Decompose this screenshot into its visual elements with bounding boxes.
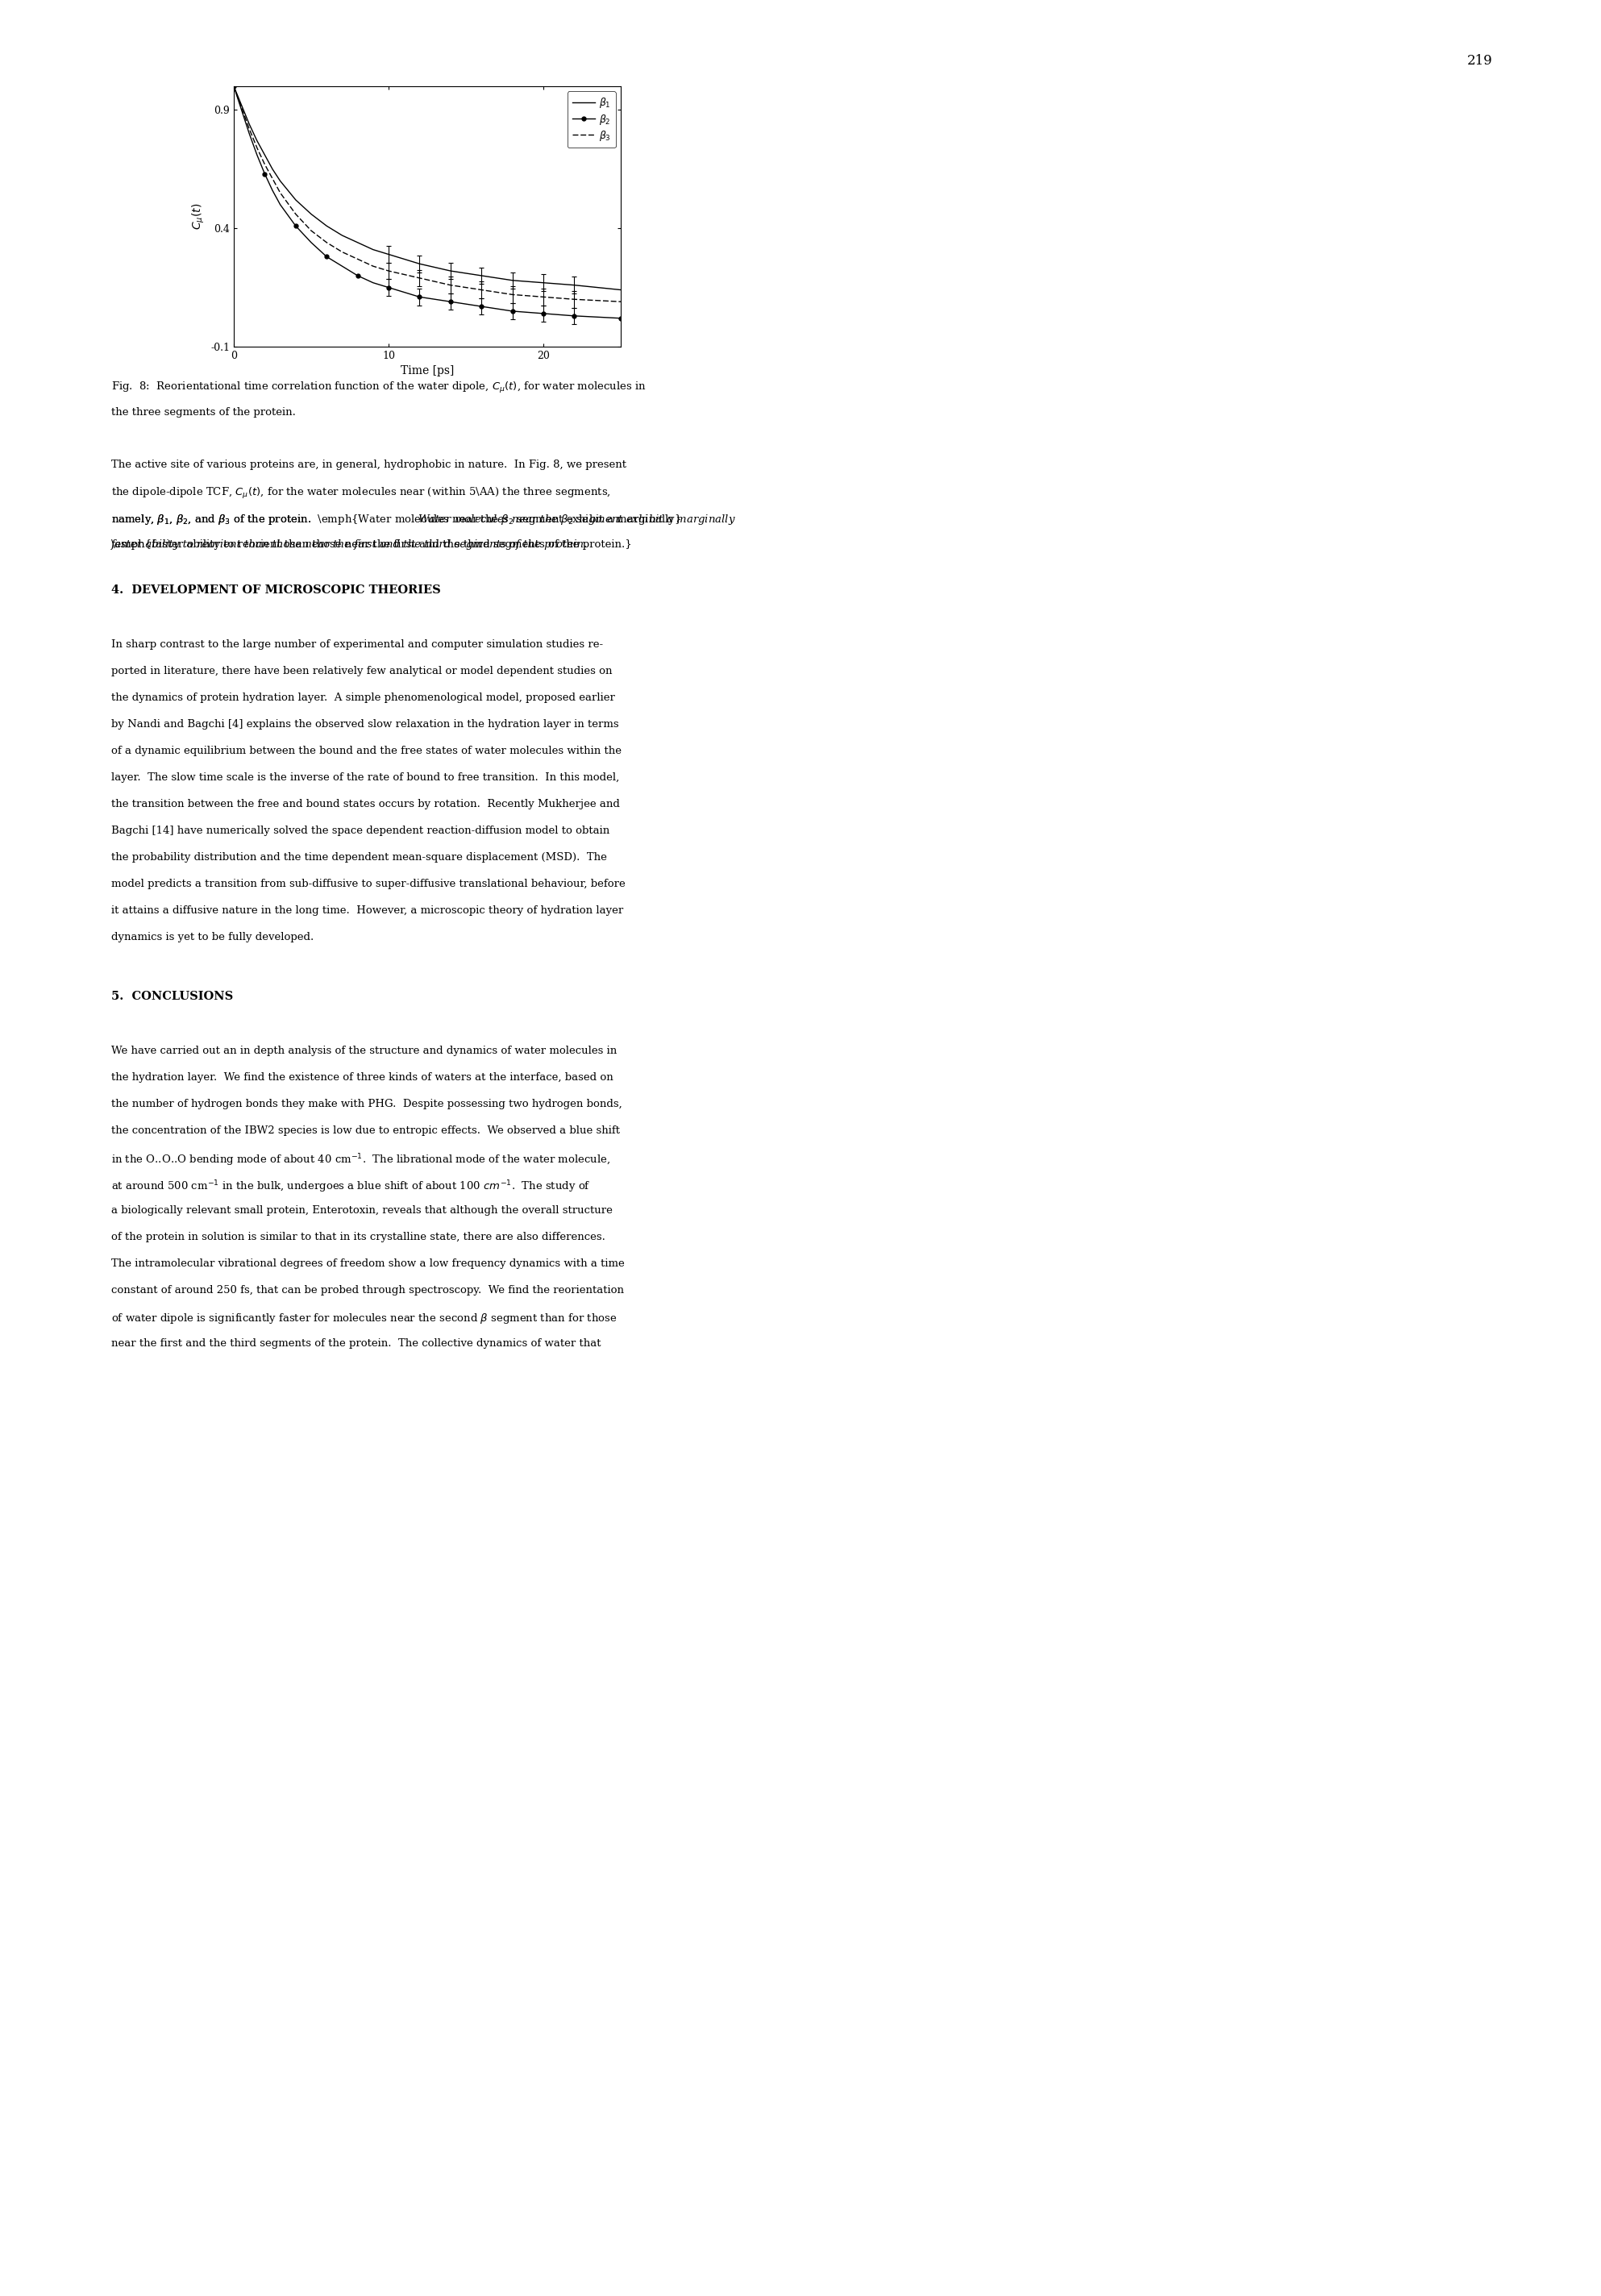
Text: the transition between the free and bound states occurs by rotation.  Recently M: the transition between the free and boun…: [110, 799, 620, 810]
Text: it attains a diffusive nature in the long time.  However, a microscopic theory o: it attains a diffusive nature in the lon…: [110, 905, 623, 916]
Text: the dipole-dipole TCF, $C_{\mu}(t)$, for the water molecules near (within 5\AA) : the dipole-dipole TCF, $C_{\mu}(t)$, for…: [110, 487, 612, 501]
Text: namely, $\beta_1$, $\beta_2$, and $\beta_3$ of the protein.  \emph{Water molecul: namely, $\beta_1$, $\beta_2$, and $\beta…: [110, 512, 682, 526]
Legend: $\beta_1$, $\beta_2$, $\beta_3$: $\beta_1$, $\beta_2$, $\beta_3$: [567, 92, 616, 147]
Text: of water dipole is significantly faster for molecules near the second $\beta$ se: of water dipole is significantly faster …: [110, 1311, 618, 1325]
Text: model predicts a transition from sub-diffusive to super-diffusive translational : model predicts a transition from sub-dif…: [110, 879, 626, 889]
Text: of the protein in solution is similar to that in its crystalline state, there ar: of the protein in solution is similar to…: [110, 1233, 605, 1242]
Text: Fig.  8:  Reorientational time correlation function of the water dipole, $C_{\mu: Fig. 8: Reorientational time correlation…: [110, 381, 647, 395]
Text: We have carried out an in depth analysis of the structure and dynamics of water : We have carried out an in depth analysis…: [110, 1045, 616, 1056]
Text: namely, $\beta_1$, $\beta_2$, and $\beta_3$ of the protein.: namely, $\beta_1$, $\beta_2$, and $\beta…: [110, 512, 315, 526]
Text: The intramolecular vibrational degrees of freedom show a low frequency dynamics : The intramolecular vibrational degrees o…: [110, 1258, 624, 1270]
Text: the probability distribution and the time dependent mean-square displacement (MS: the probability distribution and the tim…: [110, 852, 607, 863]
Text: The active site of various proteins are, in general, hydrophobic in nature.  In : The active site of various proteins are,…: [110, 459, 626, 471]
Text: Water molecules near the $\beta_2$ segment exhibit a marginally: Water molecules near the $\beta_2$ segme…: [418, 512, 736, 526]
Text: constant of around 250 fs, that can be probed through spectroscopy.  We find the: constant of around 250 fs, that can be p…: [110, 1286, 624, 1295]
Text: the three segments of the protein.: the three segments of the protein.: [110, 406, 296, 418]
Text: a biologically relevant small protein, Enterotoxin, reveals that although the ov: a biologically relevant small protein, E…: [110, 1205, 613, 1215]
Y-axis label: $C_\mu(t)$: $C_\mu(t)$: [191, 202, 207, 230]
X-axis label: Time [ps]: Time [ps]: [400, 365, 455, 377]
Text: \emph{faster ability to reorient than those near the first and the third segment: \emph{faster ability to reorient than th…: [110, 540, 632, 549]
Text: 5.  CONCLUSIONS: 5. CONCLUSIONS: [110, 992, 234, 1001]
Text: the number of hydrogen bonds they make with PHG.  Despite possessing two hydroge: the number of hydrogen bonds they make w…: [110, 1100, 623, 1109]
Text: the dynamics of protein hydration layer.  A simple phenomenological model, propo: the dynamics of protein hydration layer.…: [110, 693, 615, 703]
Text: the hydration layer.  We find the existence of three kinds of waters at the inte: the hydration layer. We find the existen…: [110, 1072, 613, 1084]
Text: ported in literature, there have been relatively few analytical or model depende: ported in literature, there have been re…: [110, 666, 612, 677]
Text: in the O..O..O bending mode of about 40 cm$^{-1}$.  The librational mode of the : in the O..O..O bending mode of about 40 …: [110, 1153, 610, 1169]
Text: of a dynamic equilibrium between the bound and the free states of water molecule: of a dynamic equilibrium between the bou…: [110, 746, 621, 755]
Text: In sharp contrast to the large number of experimental and computer simulation st: In sharp contrast to the large number of…: [110, 638, 604, 650]
Text: by Nandi and Bagchi [4] explains the observed slow relaxation in the hydration l: by Nandi and Bagchi [4] explains the obs…: [110, 719, 620, 730]
Text: the concentration of the IBW2 species is low due to entropic effects.  We observ: the concentration of the IBW2 species is…: [110, 1125, 620, 1137]
Text: Bagchi [14] have numerically solved the space dependent reaction-diffusion model: Bagchi [14] have numerically solved the …: [110, 827, 610, 836]
Text: faster ability to reorient than those near the first and the third segments of t: faster ability to reorient than those ne…: [110, 540, 588, 549]
Text: dynamics is yet to be fully developed.: dynamics is yet to be fully developed.: [110, 932, 314, 941]
Text: at around 500 cm$^{-1}$ in the bulk, undergoes a blue shift of about 100 $cm^{-1: at around 500 cm$^{-1}$ in the bulk, und…: [110, 1178, 591, 1194]
Text: 4.  DEVELOPMENT OF MICROSCOPIC THEORIES: 4. DEVELOPMENT OF MICROSCOPIC THEORIES: [110, 585, 440, 595]
Text: near the first and the third segments of the protein.  The collective dynamics o: near the first and the third segments of…: [110, 1339, 600, 1348]
Text: layer.  The slow time scale is the inverse of the rate of bound to free transiti: layer. The slow time scale is the invers…: [110, 771, 620, 783]
Text: 219: 219: [1467, 55, 1492, 67]
